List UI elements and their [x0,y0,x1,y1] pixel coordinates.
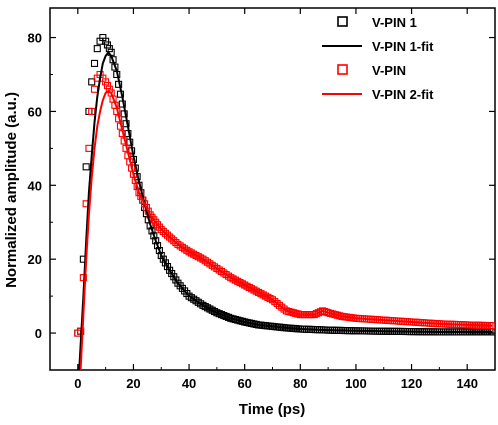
legend: V-PIN 1 V-PIN 1-fit V-PIN V-PIN 2-fit [322,15,434,102]
data-point [222,312,230,320]
y-tick-label: 0 [35,326,42,341]
data-point [82,163,90,171]
data-point [90,85,99,93]
data-point [268,296,277,304]
data-point [275,301,284,309]
x-tick-label: 60 [237,376,251,391]
y-tick-label: 60 [28,104,42,119]
legend-item: V-PIN 2-fit [322,87,434,102]
data-point [105,45,113,53]
legend-label: V-PIN 2-fit [372,87,434,102]
series-layer [74,34,495,370]
data-point [103,41,112,49]
data-point [88,78,96,86]
data-point [157,226,165,234]
data-point [271,298,279,306]
data-point [102,78,110,86]
data-point [161,259,169,267]
data-point [224,313,233,321]
x-tick-label: 140 [456,376,478,391]
legend-label: V-PIN [372,63,406,78]
series-v-pin [74,70,495,337]
series-line [78,51,493,370]
x-axis-title: Time (ps) [239,401,305,418]
legend-marker [337,64,348,75]
data-point [137,192,145,200]
legend-item: V-PIN 1 [337,15,417,30]
x-tick-label: 20 [126,376,140,391]
data-point [159,227,167,236]
y-tick-label: 80 [28,31,42,46]
y-axis-ticks: 0 20 40 60 80 [28,31,495,371]
data-point [103,82,112,90]
data-point [215,310,223,318]
x-axis-ticks: 0 20 40 60 80 100 120 140 [49,8,496,391]
x-tick-label: 0 [74,376,81,391]
data-point [102,37,110,45]
series-v-pin-1-fit [78,51,493,370]
legend-label: V-PIN 1 [372,15,417,30]
data-point [278,303,286,311]
plot-frame [49,7,496,371]
data-point [170,237,178,245]
data-point [168,235,176,243]
data-point [157,251,165,260]
series-line [79,90,493,370]
data-point [213,309,221,317]
data-point [163,263,172,271]
data-point [220,311,228,320]
x-tick-label: 100 [345,376,367,391]
data-point [153,242,162,250]
data-point [211,307,219,316]
x-tick-label: 80 [293,376,307,391]
data-point [93,45,101,53]
y-tick-label: 20 [28,252,42,267]
y-axis-title: Normalized amplitude (a.u.) [3,92,20,288]
data-point [90,59,99,67]
data-point [155,247,163,255]
y-tick-label: 40 [28,178,42,193]
series-v-pin-1 [74,34,495,337]
data-point [166,233,174,241]
data-point [163,231,172,239]
data-point [159,255,167,263]
legend-label: V-PIN 1-fit [372,39,434,54]
data-point [217,311,226,319]
legend-marker [337,16,348,27]
series-v-pin-2-fit [79,90,493,370]
data-point [85,144,93,152]
legend-item: V-PIN [337,63,406,78]
x-tick-label: 40 [182,376,196,391]
x-tick-label: 120 [401,376,423,391]
data-point [161,229,169,237]
data-point [273,299,281,308]
legend-item: V-PIN 1-fit [322,39,434,54]
